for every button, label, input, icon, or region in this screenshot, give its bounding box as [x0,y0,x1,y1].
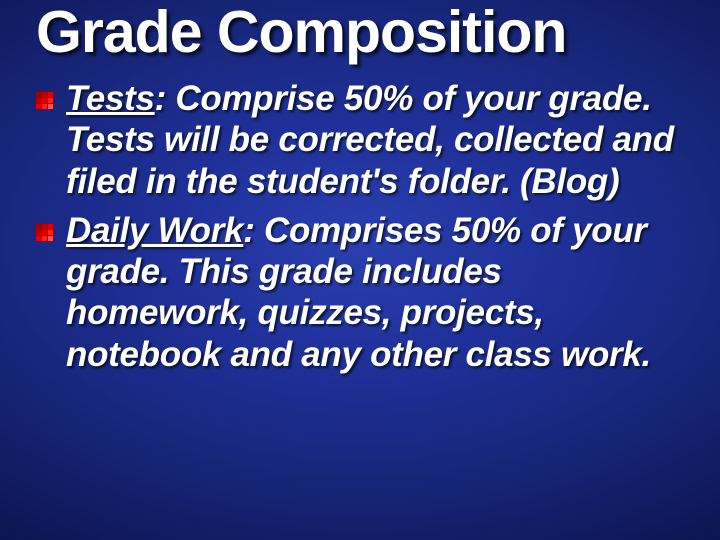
slide-title: Grade Composition [36,2,692,64]
bullet-colon: : [243,211,264,250]
slide: Grade Composition Tests: Comprise 50% of… [0,0,720,540]
list-item: Tests: Comprise 50% of your grade. Tests… [36,78,692,202]
bullet-lead: Daily Work [66,211,243,250]
bullet-list: Tests: Comprise 50% of your grade. Tests… [36,78,692,375]
bullet-colon: : [155,79,176,118]
bullet-lead: Tests [66,79,155,118]
list-item: Daily Work: Comprises 50% of your grade.… [36,210,692,375]
